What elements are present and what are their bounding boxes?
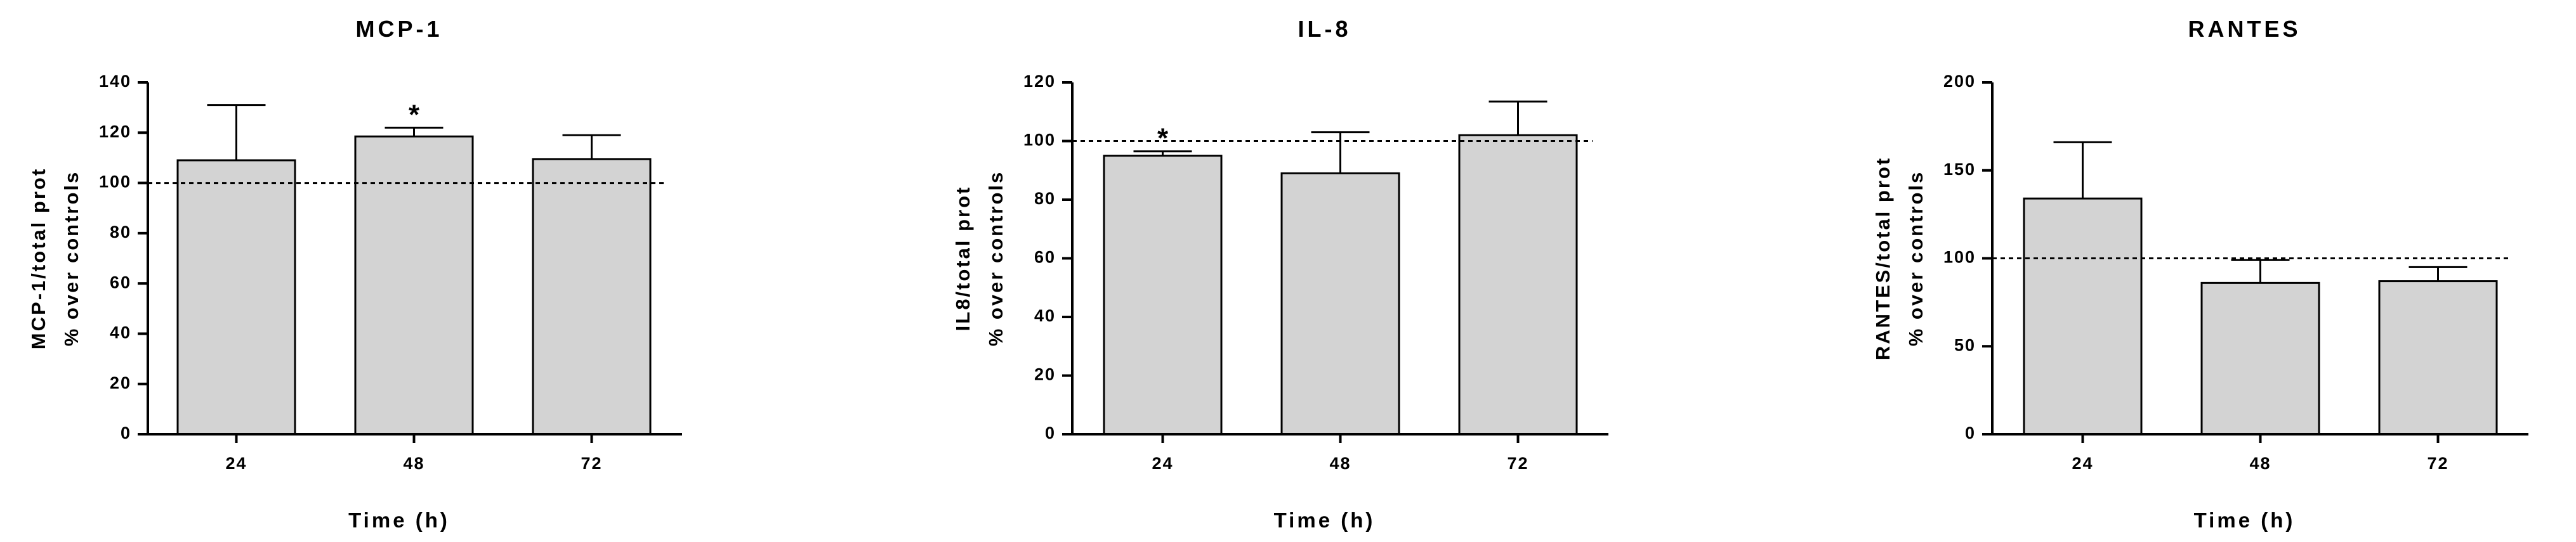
y-tick-label: 140 [99,72,131,91]
significance-mark-24: * [1157,123,1169,154]
y-axis-label-line-1: MCP-1/total prot [27,167,49,349]
y-tick-label: 100 [1943,248,1976,267]
y-tick-label: 50 [1954,335,1976,354]
x-tick-label: 24 [1152,454,1173,473]
x-tick-label: 48 [403,454,424,473]
x-axis-label: Time (h) [2194,508,2296,532]
x-tick-label: 48 [1329,454,1351,473]
y-axis-label-line-2: % over controls [1905,171,1927,347]
x-tick-label: 48 [2249,454,2271,473]
significance-mark-48: * [409,99,420,130]
bar-48 [2200,281,2320,436]
y-tick-label: 0 [1965,423,1976,442]
y-tick-label: 0 [121,423,131,442]
y-tick-label: 20 [1034,365,1056,384]
x-tick-label: 72 [581,454,602,473]
chart-title: MCP-1 [355,16,442,42]
bar-24 [176,159,296,436]
x-axis-label: Time (h) [1274,508,1376,532]
y-tick-label: 0 [1045,423,1056,442]
y-axis-label-line-2: % over controls [60,171,82,347]
y-tick-label: 80 [1034,189,1056,208]
y-tick-label: 40 [110,323,131,342]
bar-48 [1280,172,1400,436]
chart-panel-il8: IL-8 IL8/total prot % over controls Time… [952,16,1608,532]
x-tick-label: 72 [1507,454,1528,473]
chart-panel-rantes: RANTES RANTES/total prot % over controls… [1872,16,2528,532]
bar-24 [2023,197,2143,436]
y-tick-label: 150 [1943,160,1976,179]
x-tick-label: 24 [225,454,247,473]
plot-area: * 24 48 72 0 20 40 60 80 100 120 [1023,72,1608,473]
chart-title: IL-8 [1298,16,1351,42]
chart-panel-mcp1: MCP-1 MCP-1/total prot % over controls T… [27,16,682,532]
y-axis-label-line-1: IL8/total prot [952,186,974,332]
bar-72 [2378,280,2498,436]
x-axis-label: Time (h) [348,508,450,532]
bar-48 [354,135,474,436]
y-tick-label: 100 [99,172,131,191]
y-tick-label: 120 [99,122,131,141]
chart-title: RANTES [2188,16,2301,42]
y-tick-label: 120 [1023,72,1056,91]
y-tick-label: 60 [1034,248,1056,267]
y-tick-label: 40 [1034,306,1056,325]
y-tick-label: 200 [1943,72,1976,91]
plot-area: 24 48 72 0 50 100 150 200 [1943,72,2528,473]
y-tick-label: 80 [110,223,131,242]
y-tick-label: 60 [110,273,131,292]
y-axis-label-line-2: % over controls [985,171,1007,347]
bar-72 [532,158,652,436]
bar-24 [1103,155,1223,436]
x-tick-label: 72 [2427,454,2448,473]
bar-72 [1458,134,1578,436]
x-tick-label: 24 [2072,454,2093,473]
y-tick-label: 100 [1023,131,1056,150]
plot-area: 24 * 48 72 0 20 40 60 80 100 120 140 [99,72,682,473]
y-axis-label-line-1: RANTES/total prot [1872,157,1894,360]
y-tick-label: 20 [110,373,131,392]
